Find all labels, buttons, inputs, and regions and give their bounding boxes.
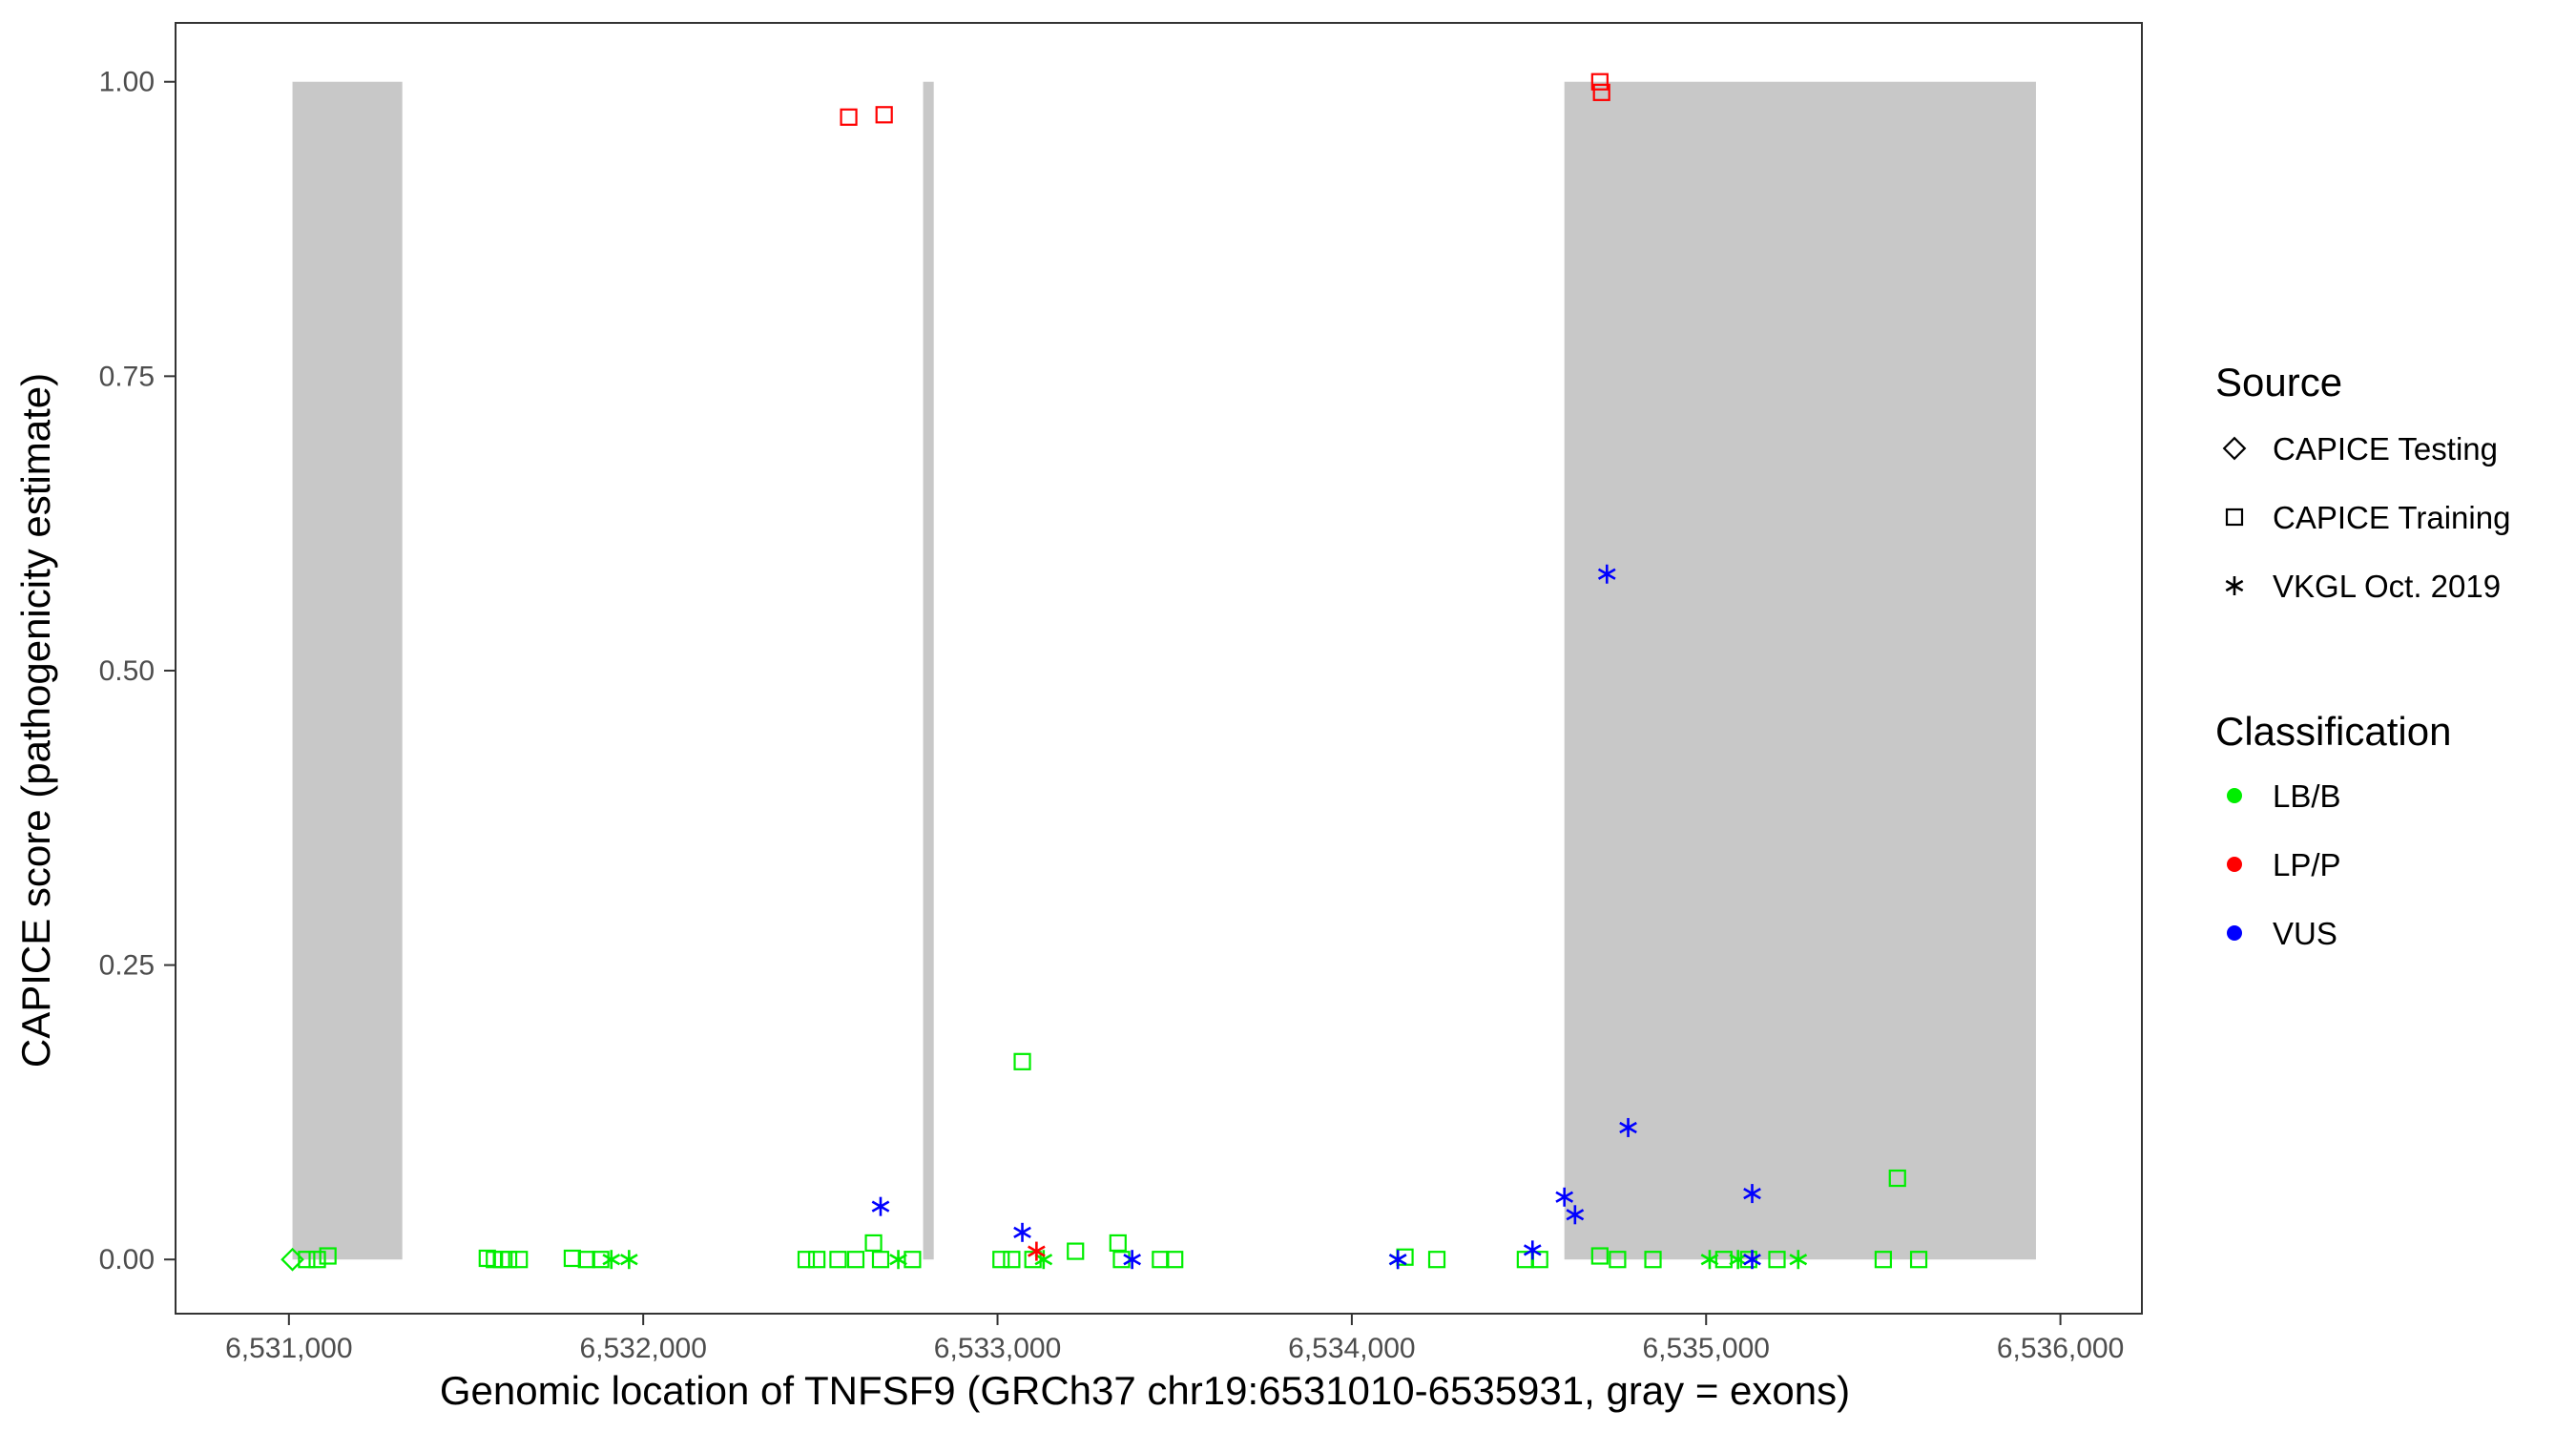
data-point-32 xyxy=(1028,1241,1046,1261)
legend-label-source-1: CAPICE Testing xyxy=(2273,431,2498,467)
data-point-57 xyxy=(1729,1250,1748,1270)
data-point-65 xyxy=(1909,1251,1928,1269)
data-point-63 xyxy=(1874,1251,1893,1269)
data-point-48 xyxy=(1590,73,1609,91)
legend-source-title: Source xyxy=(2215,360,2342,404)
data-point-16 xyxy=(808,1251,826,1269)
data-point-61 xyxy=(1743,1184,1761,1204)
data-point-10 xyxy=(563,1249,582,1268)
data-point-47 xyxy=(1566,1205,1585,1225)
legend-label-class-1: LB/B xyxy=(2273,778,2341,814)
data-point-3 xyxy=(308,1251,326,1269)
data-point-19 xyxy=(864,1234,883,1253)
legend-label-source-3: VKGL Oct. 2019 xyxy=(2273,569,2501,604)
data-point-24 xyxy=(875,106,893,124)
y-tick-label-4: 0.75 xyxy=(99,361,155,392)
data-point-52 xyxy=(1590,1247,1609,1265)
data-point-25 xyxy=(871,1196,890,1216)
x-tick-label-2: 6,532,000 xyxy=(579,1333,706,1364)
data-point-28 xyxy=(1013,1052,1031,1070)
y-axis-title: CAPICE score (pathogenicity estimate) xyxy=(13,373,58,1068)
legend-key-diamond xyxy=(2222,436,2247,461)
data-point-58 xyxy=(1739,1251,1757,1269)
data-point-37 xyxy=(1152,1251,1170,1269)
data-point-49 xyxy=(1592,83,1610,101)
data-point-9 xyxy=(510,1251,529,1269)
data-point-4 xyxy=(319,1247,337,1265)
data-point-2 xyxy=(298,1251,316,1269)
data-point-33 xyxy=(1067,1242,1085,1260)
data-point-56 xyxy=(1714,1251,1733,1269)
data-point-22 xyxy=(904,1251,922,1269)
data-point-35 xyxy=(1112,1251,1131,1269)
data-point-18 xyxy=(846,1251,865,1269)
exon-region-1 xyxy=(292,81,403,1260)
legend-key-3 xyxy=(2227,925,2242,941)
x-axis: 6,531,000 6,532,000 6,533,000 6,534,000 6,53… xyxy=(225,1314,2124,1364)
data-point-53 xyxy=(1609,1251,1627,1269)
data-point-62 xyxy=(1743,1250,1761,1270)
legend-classification-title: Classification xyxy=(2215,709,2451,754)
data-point-34 xyxy=(1109,1234,1127,1253)
legend-key-square xyxy=(2225,508,2244,527)
x-tick-label-1: 6,531,000 xyxy=(225,1333,352,1364)
data-point-17 xyxy=(829,1251,847,1269)
data-point-31 xyxy=(1013,1222,1031,1242)
data-point-60 xyxy=(1789,1250,1808,1270)
data-point-14 xyxy=(619,1250,638,1270)
exon-region-3 xyxy=(1564,81,2036,1260)
data-point-51 xyxy=(1619,1117,1637,1137)
y-tick-label-3: 0.50 xyxy=(99,655,155,687)
data-point-12 xyxy=(592,1251,610,1269)
data-point-20 xyxy=(871,1251,890,1269)
legend-label-class-2: LP/P xyxy=(2273,847,2341,882)
data-point-45 xyxy=(1523,1240,1542,1260)
x-tick-label-3: 6,533,000 xyxy=(934,1333,1061,1364)
data-point-15 xyxy=(797,1251,816,1269)
data-point-8 xyxy=(499,1251,518,1269)
x-axis-title: Genomic location of TNFSF9 (GRCh37 chr19… xyxy=(440,1368,1850,1413)
data-point-26 xyxy=(992,1251,1010,1269)
legend-classification-items: LB/B LP/P VUS xyxy=(2227,778,2341,951)
legend: Source CAPICE Testing CAPICE Training VKGL… xyxy=(2215,360,2510,951)
legend-source-items: CAPICE Testing CAPICE Training VKGL Oct. 2… xyxy=(2222,431,2510,604)
x-tick-label-5: 6,535,000 xyxy=(1643,1333,1770,1364)
data-point-27 xyxy=(1003,1251,1021,1269)
plot-panel-border xyxy=(175,22,2143,1315)
x-tick-label-4: 6,534,000 xyxy=(1288,1333,1415,1364)
legend-key-2 xyxy=(2227,857,2242,872)
data-point-50 xyxy=(1597,564,1616,584)
data-point-11 xyxy=(577,1251,595,1269)
legend-key-1 xyxy=(2227,788,2242,803)
x-tick-label-6: 6,536,000 xyxy=(1997,1333,2124,1364)
data-point-23 xyxy=(840,108,858,126)
data-point-30 xyxy=(1034,1250,1053,1270)
y-tick-label-1: 0.00 xyxy=(99,1244,155,1275)
data-point-13 xyxy=(602,1250,621,1270)
exon-regions xyxy=(292,81,2036,1260)
data-point-54 xyxy=(1644,1251,1662,1269)
legend-key-asterisk xyxy=(2225,576,2244,595)
data-point-64 xyxy=(1888,1169,1906,1188)
data-point-38 xyxy=(1166,1251,1184,1269)
y-axis: 0.00 0.25 0.50 0.75 1.00 xyxy=(99,67,176,1275)
data-point-42 xyxy=(1388,1250,1407,1270)
data-point-59 xyxy=(1768,1251,1786,1269)
legend-label-source-2: CAPICE Training xyxy=(2273,500,2510,535)
data-point-41 xyxy=(1427,1251,1446,1269)
legend-label-class-3: VUS xyxy=(2273,916,2337,951)
data-point-46 xyxy=(1555,1187,1574,1207)
y-tick-label-5: 1.00 xyxy=(99,67,155,98)
y-tick-label-2: 0.25 xyxy=(99,950,155,982)
data-point-36 xyxy=(1123,1250,1141,1270)
data-points xyxy=(280,73,1928,1272)
exon-region-2 xyxy=(923,81,934,1260)
